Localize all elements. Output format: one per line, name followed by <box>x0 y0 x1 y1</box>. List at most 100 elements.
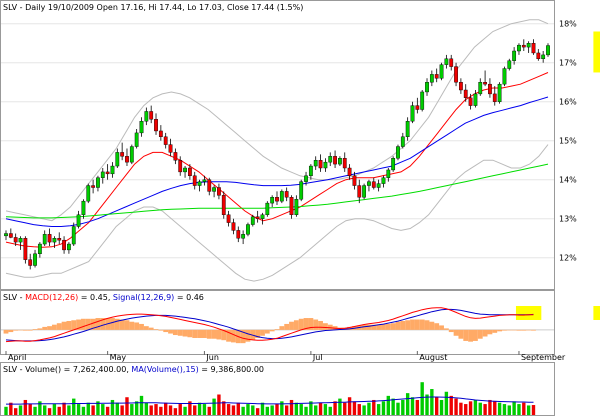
volume-bar-48 <box>236 402 240 415</box>
candle-67 <box>328 152 333 167</box>
candle-body-98 <box>478 81 483 95</box>
volume-bar-94 <box>459 402 463 415</box>
candle-29 <box>144 107 149 126</box>
candle-64 <box>313 156 318 170</box>
macd-hist-bar-76 <box>371 324 377 330</box>
macd-hist-bar-41 <box>201 329 207 338</box>
candle-body-1 <box>8 233 13 238</box>
macd-hist-bar-77 <box>376 324 382 330</box>
macd-hist-bar-108 <box>526 329 532 331</box>
candle-body-51 <box>250 216 255 225</box>
candle-body-90 <box>439 64 444 79</box>
candle-54 <box>265 201 270 217</box>
volume-bar-35 <box>173 408 178 415</box>
candle-body-73 <box>357 185 362 198</box>
macd-hist-bar-81 <box>395 321 401 330</box>
macd-hist-bar-35 <box>172 329 178 336</box>
candle-2 <box>13 233 18 246</box>
candle-95 <box>463 84 468 102</box>
candle-58 <box>284 187 289 202</box>
candle-10 <box>52 236 57 248</box>
volume-bar-90 <box>439 399 444 415</box>
volume-bar-73 <box>357 404 361 415</box>
macd-hist-bar-55 <box>269 329 275 332</box>
macd-hist-bar-64 <box>313 319 319 330</box>
volume-bar-18 <box>91 405 95 415</box>
volume-bar-108 <box>526 405 531 415</box>
candle-body-46 <box>226 214 231 223</box>
macd-hist-bar-44 <box>216 329 222 340</box>
candle-body-80 <box>391 158 396 171</box>
candle-96 <box>468 93 473 110</box>
volume-bar-16 <box>81 406 86 415</box>
overlay-line-3 <box>5 96 549 227</box>
candle-body-48 <box>236 230 241 239</box>
month-label-September: September <box>521 353 566 362</box>
candle-104 <box>507 58 512 71</box>
candle-3 <box>18 236 23 250</box>
macd-hist-bar-57 <box>279 326 285 330</box>
macd-hist-bar-23 <box>114 318 120 330</box>
macd-hist-bar-62 <box>303 318 309 330</box>
candle-50 <box>246 222 250 237</box>
candle-body-4 <box>23 237 28 260</box>
volume-ma-label-value: = 9,386,800.00 <box>199 365 264 374</box>
candle-97 <box>473 90 478 108</box>
overlay-layer <box>5 19 549 282</box>
volume-bar-68 <box>333 401 337 415</box>
volume-bar-4 <box>23 399 28 415</box>
candle-68 <box>333 150 337 168</box>
candle-63 <box>308 164 313 180</box>
volume-bar-107 <box>522 402 526 415</box>
candle-body-29 <box>144 111 149 122</box>
candle-body-83 <box>405 120 410 137</box>
macd-hist-bar-96 <box>468 329 473 342</box>
volume-bar-12 <box>62 402 66 415</box>
candle-22 <box>110 162 115 178</box>
candle-body-60 <box>294 198 299 215</box>
price-panel-frame <box>0 0 555 290</box>
candle-body-92 <box>449 58 454 67</box>
volume-bar-39 <box>193 405 197 415</box>
candle-body-64 <box>313 159 318 167</box>
chart-symbol: SLV <box>3 3 18 12</box>
volume-bar-62 <box>304 406 308 415</box>
macd-hist-bar-91 <box>443 328 449 330</box>
volume-bar-75 <box>367 402 371 415</box>
volume-bar-60 <box>294 402 299 415</box>
macd-hist-bar-60 <box>293 320 299 330</box>
macd-hist-bar-19 <box>95 318 101 330</box>
candle-88 <box>429 70 434 87</box>
candle-body-28 <box>139 120 144 134</box>
macd-hist-bar-100 <box>487 329 493 335</box>
candle-body-112 <box>546 45 550 56</box>
candle-layer <box>4 39 550 270</box>
candle-86 <box>420 90 425 112</box>
volume-bar-96 <box>468 401 473 415</box>
candle-body-103 <box>502 68 507 85</box>
candle-78 <box>381 175 386 188</box>
macd-hist-bar-30 <box>148 327 154 330</box>
volume-bar-78 <box>381 401 386 415</box>
macd-hist-bar-52 <box>255 329 261 338</box>
candle-40 <box>197 179 202 192</box>
volume-bar-47 <box>231 405 236 415</box>
candle-body-54 <box>265 202 270 216</box>
candle-48 <box>236 226 241 243</box>
macd-hist-bar-98 <box>477 329 483 339</box>
candle-body-15 <box>76 214 81 227</box>
volume-bar-20 <box>101 404 105 415</box>
volume-bar-77 <box>376 404 381 415</box>
macd-hist-bar-83 <box>405 320 411 330</box>
candle-80 <box>391 156 396 172</box>
candle-47 <box>231 218 236 235</box>
macd-hist-bar-80 <box>390 323 396 330</box>
candle-body-50 <box>246 224 250 235</box>
candle-body-88 <box>429 74 434 83</box>
month-label-Jun: Jun <box>205 353 219 362</box>
macd-hist-bar-90 <box>439 325 444 330</box>
candle-46 <box>226 210 231 227</box>
candle-93 <box>454 62 458 87</box>
candle-35 <box>173 148 178 165</box>
candle-105 <box>512 47 517 65</box>
